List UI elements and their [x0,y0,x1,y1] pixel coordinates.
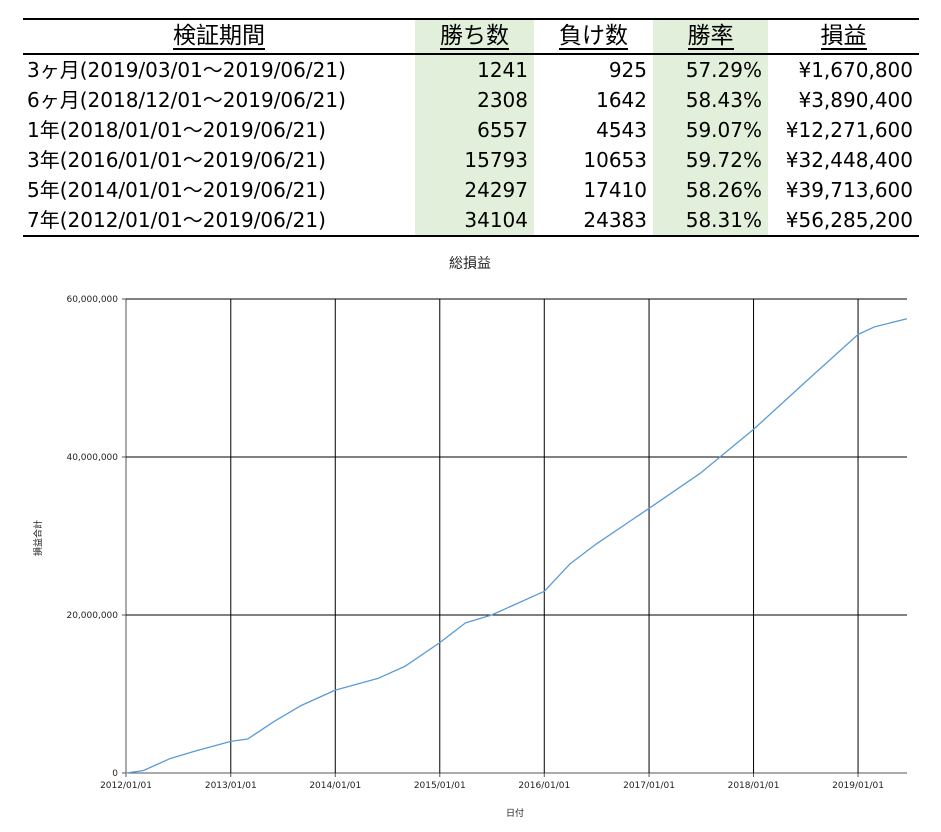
cell-losses: 24383 [534,205,653,237]
cell-wins: 34104 [415,205,534,237]
results-table: 検証期間 勝ち数 負け数 勝率 損益 3ヶ月(2019/03/01～2019/0… [23,18,919,237]
header-wins: 勝ち数 [415,18,534,55]
table-row: 3年(2016/01/01～2019/06/21) 15793 10653 59… [23,145,919,175]
profit-line [125,318,908,774]
cell-profit: ¥32,448,400 [785,148,913,172]
x-tick-label: 2019/01/01 [832,781,884,791]
profit-chart: 総損益 0 20,000,000 40,000,000 60,000,000 2012/… [0,240,941,832]
cell-wins: 1241 [415,54,534,85]
table-row: 3ヶ月(2019/03/01～2019/06/21) 1241 925 57.2… [23,54,919,85]
cell-win-rate: 58.26% [653,175,768,205]
y-axis-label: 損益合計 [32,520,44,556]
table-row: 1年(2018/01/01～2019/06/21) 6557 4543 59.0… [23,115,919,145]
cell-profit: ¥3,890,400 [798,88,913,112]
cell-losses: 10653 [583,148,647,172]
cell-period: 3ヶ月(2019/03/01～2019/06/21) [27,58,346,82]
cell-losses: 17410 [583,178,647,202]
x-tick-label: 2015/01/01 [414,781,466,791]
cell-win-rate: 59.72% [653,145,768,175]
cell-profit: ¥39,713,600 [785,178,913,202]
cell-losses: 4543 [596,118,647,142]
cell-win-rate: 58.31% [653,205,768,237]
table-row: 5年(2014/01/01～2019/06/21) 24297 17410 58… [23,175,919,205]
table-row: 7年(2012/01/01～2019/06/21) 34104 24383 58… [23,205,919,237]
table-header-row: 検証期間 勝ち数 負け数 勝率 損益 [23,18,919,55]
cell-profit: ¥1,670,800 [798,58,913,82]
cell-win-rate: 58.43% [653,85,768,115]
y-tick-label: 40,000,000 [66,453,118,463]
x-axis-label: 日付 [506,808,524,819]
cell-win-rate: 59.07% [653,115,768,145]
cell-wins: 6557 [415,115,534,145]
x-tick-label: 2014/01/01 [309,781,361,791]
x-tick-label: 2017/01/01 [623,781,675,791]
cell-profit: ¥12,271,600 [785,118,913,142]
cell-win-rate: 57.29% [653,54,768,85]
header-period: 検証期間 [23,18,415,55]
cell-wins: 15793 [415,145,534,175]
cell-profit: ¥56,285,200 [768,205,919,237]
cell-period: 6ヶ月(2018/12/01～2019/06/21) [27,88,346,112]
cell-losses: 925 [608,58,647,82]
y-tick-label: 0 [112,769,118,779]
chart-svg: 総損益 0 20,000,000 40,000,000 60,000,000 2012/… [32,256,908,819]
cell-period: 5年(2014/01/01～2019/06/21) [27,178,326,202]
table-row: 6ヶ月(2018/12/01～2019/06/21) 2308 1642 58.… [23,85,919,115]
cell-period: 3年(2016/01/01～2019/06/21) [27,148,326,172]
x-tick-label: 2013/01/01 [205,781,257,791]
x-tick-label: 2012/01/01 [100,781,152,791]
header-win-rate: 勝率 [653,18,768,55]
x-tick-label: 2018/01/01 [728,781,780,791]
cell-period: 7年(2012/01/01～2019/06/21) [23,205,415,237]
chart-title: 総損益 [449,256,491,272]
y-tick-label: 60,000,000 [66,295,118,305]
cell-wins: 24297 [415,175,534,205]
y-tick-label: 20,000,000 [66,611,118,621]
header-profit: 損益 [768,18,919,55]
x-tick-label: 2016/01/01 [518,781,570,791]
cell-period: 1年(2018/01/01～2019/06/21) [27,118,326,142]
cell-wins: 2308 [415,85,534,115]
cell-losses: 1642 [596,88,647,112]
header-losses: 負け数 [534,18,653,55]
